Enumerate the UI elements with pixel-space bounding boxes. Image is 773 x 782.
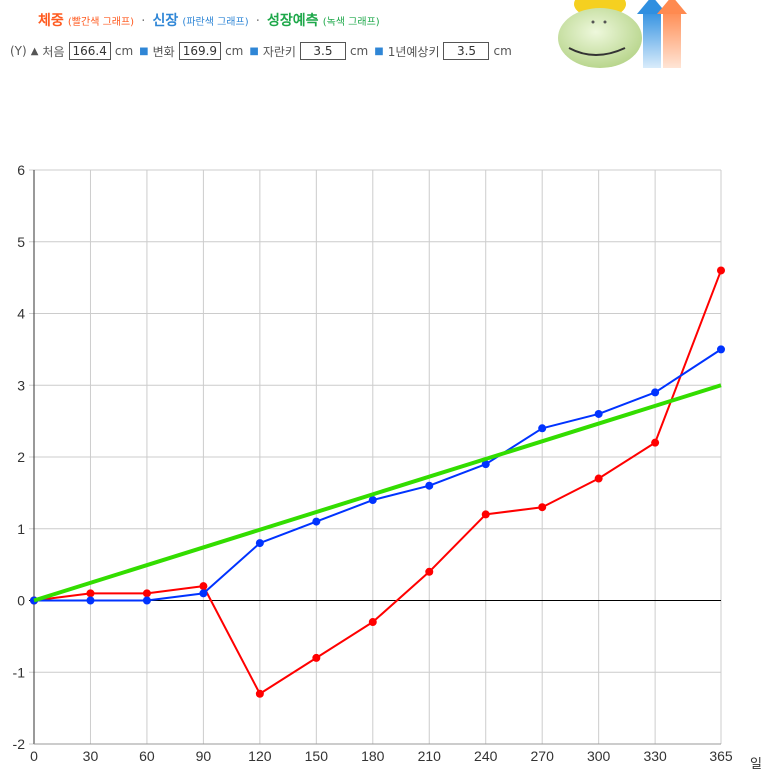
unit-label: cm [349, 44, 369, 58]
data-point [481, 510, 490, 519]
data-point [425, 481, 434, 490]
y-tick-label: -2 [13, 736, 26, 752]
growth-value-field[interactable]: 3.5 [299, 42, 346, 60]
data-point [312, 517, 321, 526]
data-point [594, 409, 603, 418]
y-tick-label: 0 [17, 593, 25, 609]
x-tick-label: 60 [139, 748, 155, 764]
y-tick-label: 1 [17, 521, 25, 537]
x-tick-label: 90 [196, 748, 212, 764]
bullet-icon: ■ [139, 45, 149, 57]
legend-height: 신장 [152, 13, 179, 29]
annual-value-field[interactable]: 3.5 [443, 42, 490, 60]
series-line-2 [33, 383, 722, 603]
info-line: (Y) ▲ 처음 166.4 cm ■ 변화 169.9 cm ■ 자란키 3.… [10, 42, 512, 60]
y-tick-label: 4 [17, 306, 25, 322]
legend-height-note: (파란색 그래프) [182, 17, 249, 28]
chart-series [30, 266, 725, 698]
x-tick-label: 240 [474, 748, 498, 764]
data-point [651, 438, 660, 447]
data-point [86, 596, 95, 605]
chart-header: 체중 (빨간색 그래프) · 신장 (파란색 그래프) · 성장예측 (녹색 그… [0, 0, 773, 70]
start-value-field[interactable]: 166.4 [68, 42, 111, 60]
chart-axes: 0 30 60 90 120 150 180 210 240 270 300 330 365654321… [13, 162, 733, 764]
change-value-field[interactable]: 169.9 [178, 42, 222, 60]
unit-label: cm [114, 44, 134, 58]
y-tick-label: 6 [17, 162, 25, 178]
y-tick-label: -1 [13, 664, 26, 680]
data-point [199, 589, 208, 598]
data-point [142, 589, 151, 598]
data-point [368, 618, 377, 627]
legend-weight-note: (빨간색 그래프) [67, 17, 135, 28]
data-point [142, 596, 151, 605]
legend-growth: 성장예측 [267, 13, 319, 29]
chart-grid [29, 169, 722, 745]
x-tick-label: 120 [248, 748, 272, 764]
y-tick-label: 2 [17, 449, 25, 465]
legend-growth-note: (녹색 그래프) [322, 17, 380, 28]
data-point [481, 460, 490, 469]
bullet-icon: ■ [374, 45, 384, 57]
bullet-icon: ■ [249, 45, 259, 57]
data-point [86, 589, 95, 598]
line-chart: 0 30 60 90 120 150 180 210 240 270 300 330 365654321… [13, 162, 762, 771]
x-axis-unit-label: 일 [750, 756, 762, 771]
legend-weight: 체중 [38, 13, 64, 29]
legend-separator: · [255, 14, 260, 29]
x-tick-label: 30 [83, 748, 99, 764]
y-tick-label: 5 [17, 234, 25, 250]
data-point [717, 266, 725, 275]
y-axis-tag: (Y) [10, 44, 27, 58]
growth-label: 자란키 [262, 44, 296, 59]
annual-label: 1년예상키 [387, 44, 440, 59]
data-point [199, 582, 208, 591]
change-label: 변화 [152, 44, 175, 59]
x-tick-label: 150 [305, 748, 329, 764]
x-tick-label: 365 [709, 748, 733, 764]
y-tick-label: 3 [17, 377, 25, 393]
mascot-image [558, 0, 687, 68]
series-line-0 [33, 270, 722, 695]
data-point [255, 689, 264, 698]
legend-separator: · [141, 14, 146, 29]
data-point [538, 424, 547, 433]
data-point [651, 388, 660, 397]
x-tick-label: 0 [30, 748, 38, 764]
data-point [312, 653, 321, 662]
unit-label: cm [225, 44, 244, 58]
x-tick-label: 180 [361, 748, 385, 764]
start-label: 처음 [42, 44, 65, 59]
legend-line: 체중 (빨간색 그래프) · 신장 (파란색 그래프) · 성장예측 (녹색 그… [38, 10, 380, 30]
x-tick-label: 210 [418, 748, 442, 764]
x-tick-label: 330 [643, 748, 667, 764]
x-tick-label: 270 [531, 748, 555, 764]
data-point [425, 567, 434, 576]
data-point [594, 474, 603, 483]
data-point [368, 496, 377, 505]
data-point [717, 345, 725, 354]
up-arrow-icon: ▲ [30, 45, 39, 57]
x-tick-label: 300 [587, 748, 611, 764]
data-point [255, 539, 264, 548]
unit-label: cm [493, 44, 512, 58]
series-line-1 [34, 348, 722, 602]
data-point [538, 503, 547, 512]
